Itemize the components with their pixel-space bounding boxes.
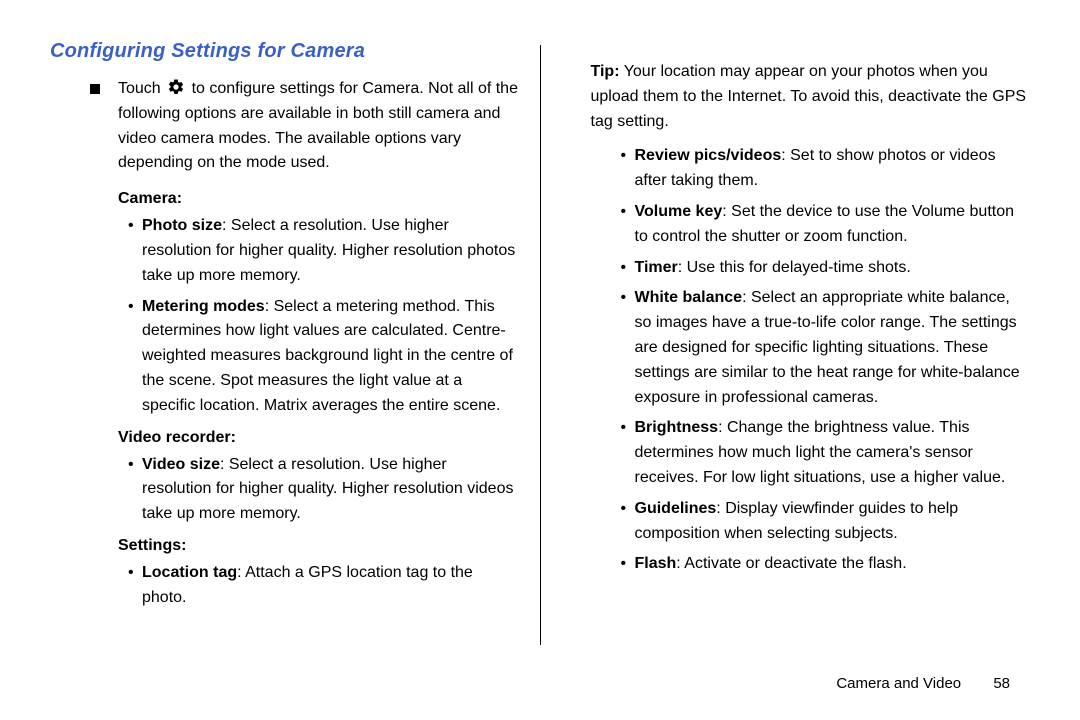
settings-list-left: Location tag: Attach a GPS location tag …: [128, 561, 520, 611]
left-column: Configuring Settings for Camera Touch to…: [50, 40, 540, 660]
lead-pre: Touch: [118, 80, 165, 97]
section-title: Configuring Settings for Camera: [50, 40, 520, 63]
settings-heading: Settings:: [118, 537, 520, 555]
manual-page: Configuring Settings for Camera Touch to…: [0, 0, 1080, 720]
list-item: Photo size: Select a resolution. Use hig…: [128, 214, 520, 288]
lead-paragraph: Touch to configure settings for Camera. …: [90, 77, 520, 176]
two-column-layout: Configuring Settings for Camera Touch to…: [50, 40, 1030, 660]
list-item: Guidelines: Display viewfinder guides to…: [621, 497, 1031, 547]
list-item: Location tag: Attach a GPS location tag …: [128, 561, 520, 611]
square-bullet-icon: [90, 84, 100, 94]
list-item: Brightness: Change the brightness value.…: [621, 416, 1031, 490]
list-item: Review pics/videos: Set to show photos o…: [621, 144, 1031, 194]
tip-label: Tip:: [591, 63, 620, 80]
list-item: White balance: Select an appropriate whi…: [621, 286, 1031, 410]
video-list: Video size: Select a resolution. Use hig…: [128, 453, 520, 527]
list-item: Video size: Select a resolution. Use hig…: [128, 453, 520, 527]
settings-list-right: Review pics/videos: Set to show photos o…: [621, 144, 1031, 577]
list-item: Flash: Activate or deactivate the flash.: [621, 552, 1031, 577]
gear-icon: [167, 78, 185, 96]
list-item: Timer: Use this for delayed-time shots.: [621, 256, 1031, 281]
tip-text: Your location may appear on your photos …: [591, 63, 1027, 130]
camera-list: Photo size: Select a resolution. Use hig…: [128, 214, 520, 418]
page-footer: Camera and Video 58: [836, 675, 1010, 692]
tip-paragraph: Tip: Your location may appear on your ph…: [591, 60, 1031, 134]
list-item: Metering modes: Select a metering method…: [128, 295, 520, 419]
right-column: Tip: Your location may appear on your ph…: [541, 40, 1031, 660]
lead-text: Touch to configure settings for Camera. …: [118, 77, 520, 176]
footer-section: Camera and Video: [836, 675, 961, 692]
video-heading: Video recorder:: [118, 429, 520, 447]
page-number: 58: [993, 675, 1010, 692]
camera-heading: Camera:: [118, 190, 520, 208]
list-item: Volume key: Set the device to use the Vo…: [621, 200, 1031, 250]
